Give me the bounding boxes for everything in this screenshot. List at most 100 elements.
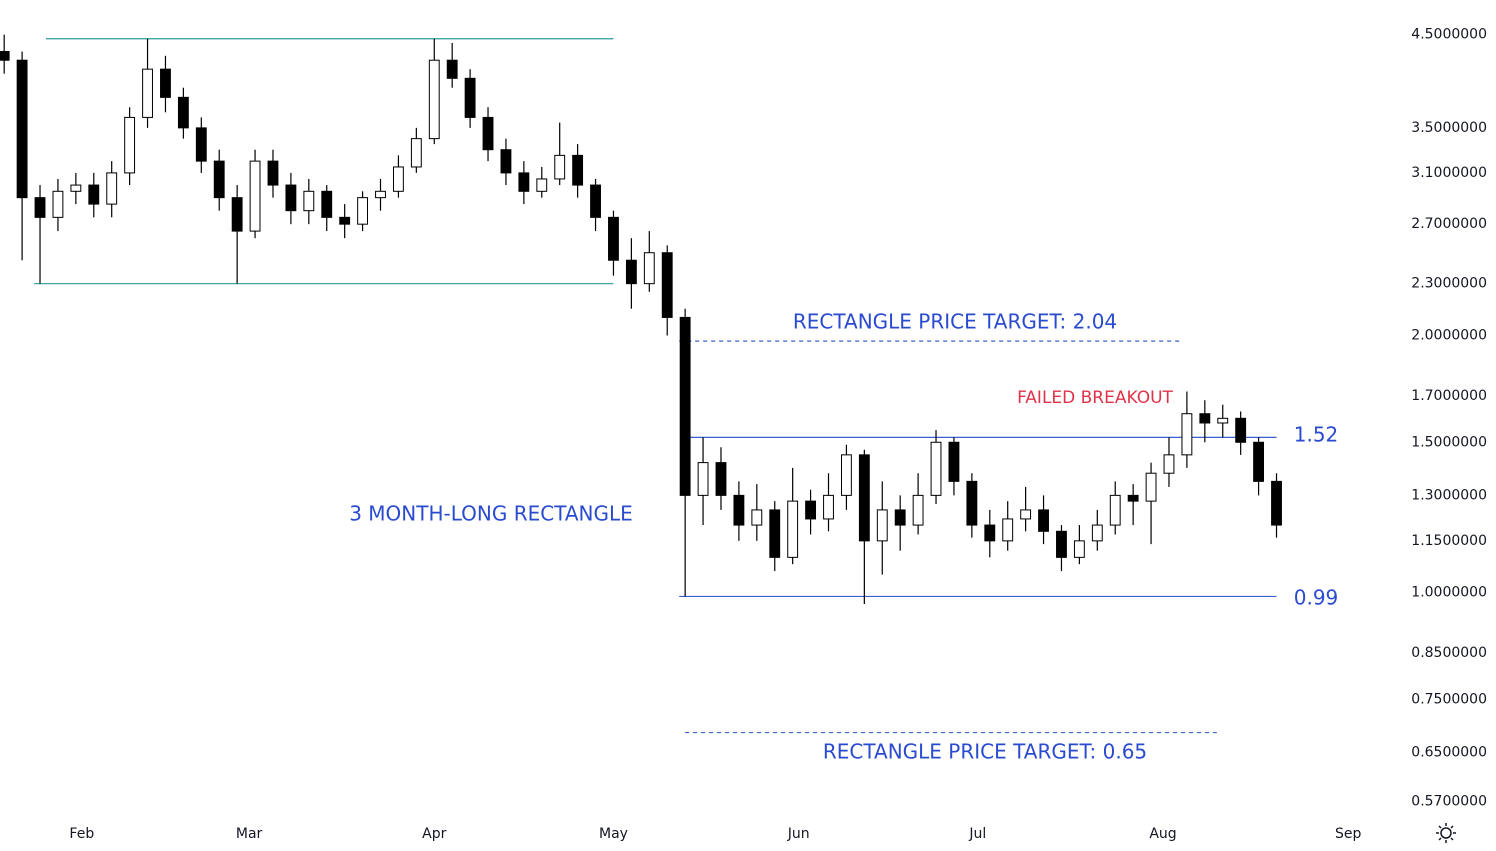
- candle-body: [392, 166, 404, 192]
- y-tick-label: 3.1000000: [1411, 165, 1487, 181]
- candle-body: [894, 509, 906, 526]
- candle-body: [876, 509, 888, 542]
- candle-body: [106, 172, 118, 205]
- candle-body: [984, 524, 996, 542]
- candle-body: [464, 77, 476, 118]
- candle-body: [1091, 524, 1103, 542]
- candle-body: [1271, 480, 1282, 526]
- candle-body: [195, 127, 207, 162]
- y-tick-label: 2.7000000: [1411, 216, 1487, 232]
- candle-body: [715, 462, 727, 496]
- candle-body: [142, 68, 153, 118]
- candle-body: [590, 184, 601, 218]
- candle-body: [285, 184, 297, 212]
- annotation: 0.99: [1294, 586, 1339, 610]
- candle-body: [1002, 518, 1014, 542]
- candle-body: [213, 160, 225, 199]
- x-tick-label: Apr: [422, 826, 446, 842]
- candle-body: [608, 216, 619, 261]
- y-tick-label: 3.5000000: [1411, 120, 1487, 136]
- candle-body: [572, 154, 584, 186]
- candle-body: [966, 480, 978, 526]
- candle-body: [858, 454, 870, 542]
- annotation: FAILED BREAKOUT: [1017, 388, 1173, 408]
- candle-body: [321, 190, 333, 218]
- plot-area: [0, 34, 1282, 734]
- candle-body: [769, 509, 781, 558]
- candle-body: [1199, 413, 1211, 424]
- candle-body: [1109, 494, 1121, 526]
- candle-body: [679, 316, 691, 496]
- candle-body: [1127, 494, 1139, 502]
- y-tick-label: 1.7000000: [1411, 388, 1487, 404]
- candle-body: [52, 190, 64, 218]
- candle-body: [303, 190, 315, 212]
- candle-body: [536, 178, 548, 192]
- y-tick-label: 0.5700000: [1411, 793, 1487, 809]
- y-tick-label: 0.7500000: [1411, 691, 1487, 707]
- x-tick-label: Aug: [1149, 826, 1176, 842]
- y-tick-label: 4.5000000: [1411, 27, 1487, 43]
- candle-body: [787, 500, 799, 558]
- candle-body: [482, 116, 494, 151]
- candle-body: [661, 252, 673, 318]
- candle-body: [1253, 441, 1265, 482]
- candle-body: [1217, 417, 1229, 424]
- candle-body: [267, 160, 279, 186]
- candle-body: [1056, 530, 1067, 558]
- annotation: 1.52: [1294, 423, 1339, 447]
- candle-body: [500, 149, 512, 174]
- candle-body: [697, 462, 709, 496]
- candle-body: [410, 138, 422, 168]
- candle-body: [733, 494, 745, 526]
- candle-body: [34, 197, 46, 218]
- annotation: RECTANGLE PRICE TARGET: 2.04: [793, 310, 1117, 334]
- y-tick-label: 1.1500000: [1411, 533, 1487, 549]
- candle-body: [518, 172, 530, 192]
- candle-body: [339, 216, 351, 225]
- x-tick-label: Sep: [1335, 826, 1362, 842]
- candle-body: [1181, 413, 1193, 456]
- candle-body: [930, 441, 942, 496]
- candle-body: [1145, 472, 1157, 502]
- candle-body: [1073, 540, 1085, 558]
- candle-body: [88, 184, 100, 205]
- y-tick-label: 1.0000000: [1411, 585, 1487, 601]
- candle-body: [840, 454, 852, 496]
- x-tick-label: Jul: [968, 826, 986, 842]
- candle-body: [428, 59, 440, 140]
- candle-body: [948, 441, 960, 482]
- y-tick-label: 0.6500000: [1411, 745, 1487, 761]
- candle-body: [231, 197, 243, 232]
- candle-body: [177, 96, 189, 129]
- candle-body: [1163, 454, 1175, 474]
- candle-body: [357, 197, 369, 225]
- candle-body: [124, 116, 136, 174]
- candle-body: [70, 184, 82, 192]
- y-tick-label: 1.3000000: [1411, 487, 1487, 503]
- candle-body: [16, 59, 28, 199]
- candle-body: [554, 154, 566, 180]
- y-tick-label: 2.0000000: [1411, 328, 1487, 344]
- annotation: RECTANGLE PRICE TARGET: 0.65: [823, 740, 1147, 764]
- candle-body: [751, 509, 763, 526]
- candle-body: [1235, 417, 1247, 443]
- y-tick-label: 0.8500000: [1411, 645, 1487, 661]
- candle-body: [805, 500, 817, 520]
- candle-body: [0, 50, 10, 61]
- x-tick-label: May: [599, 826, 628, 842]
- candle-body: [1020, 509, 1032, 520]
- candle-body: [249, 160, 261, 232]
- candle-body: [643, 252, 655, 285]
- candle-body: [1038, 509, 1049, 532]
- candle-body: [160, 68, 171, 98]
- candle-body: [823, 494, 834, 520]
- y-tick-label: 1.5000000: [1411, 434, 1487, 450]
- candle-body: [912, 494, 924, 526]
- annotation: 3 MONTH-LONG RECTANGLE: [349, 502, 633, 526]
- candle-body: [446, 59, 458, 79]
- settings-icon[interactable]: [1436, 823, 1456, 843]
- candle-body: [375, 190, 386, 199]
